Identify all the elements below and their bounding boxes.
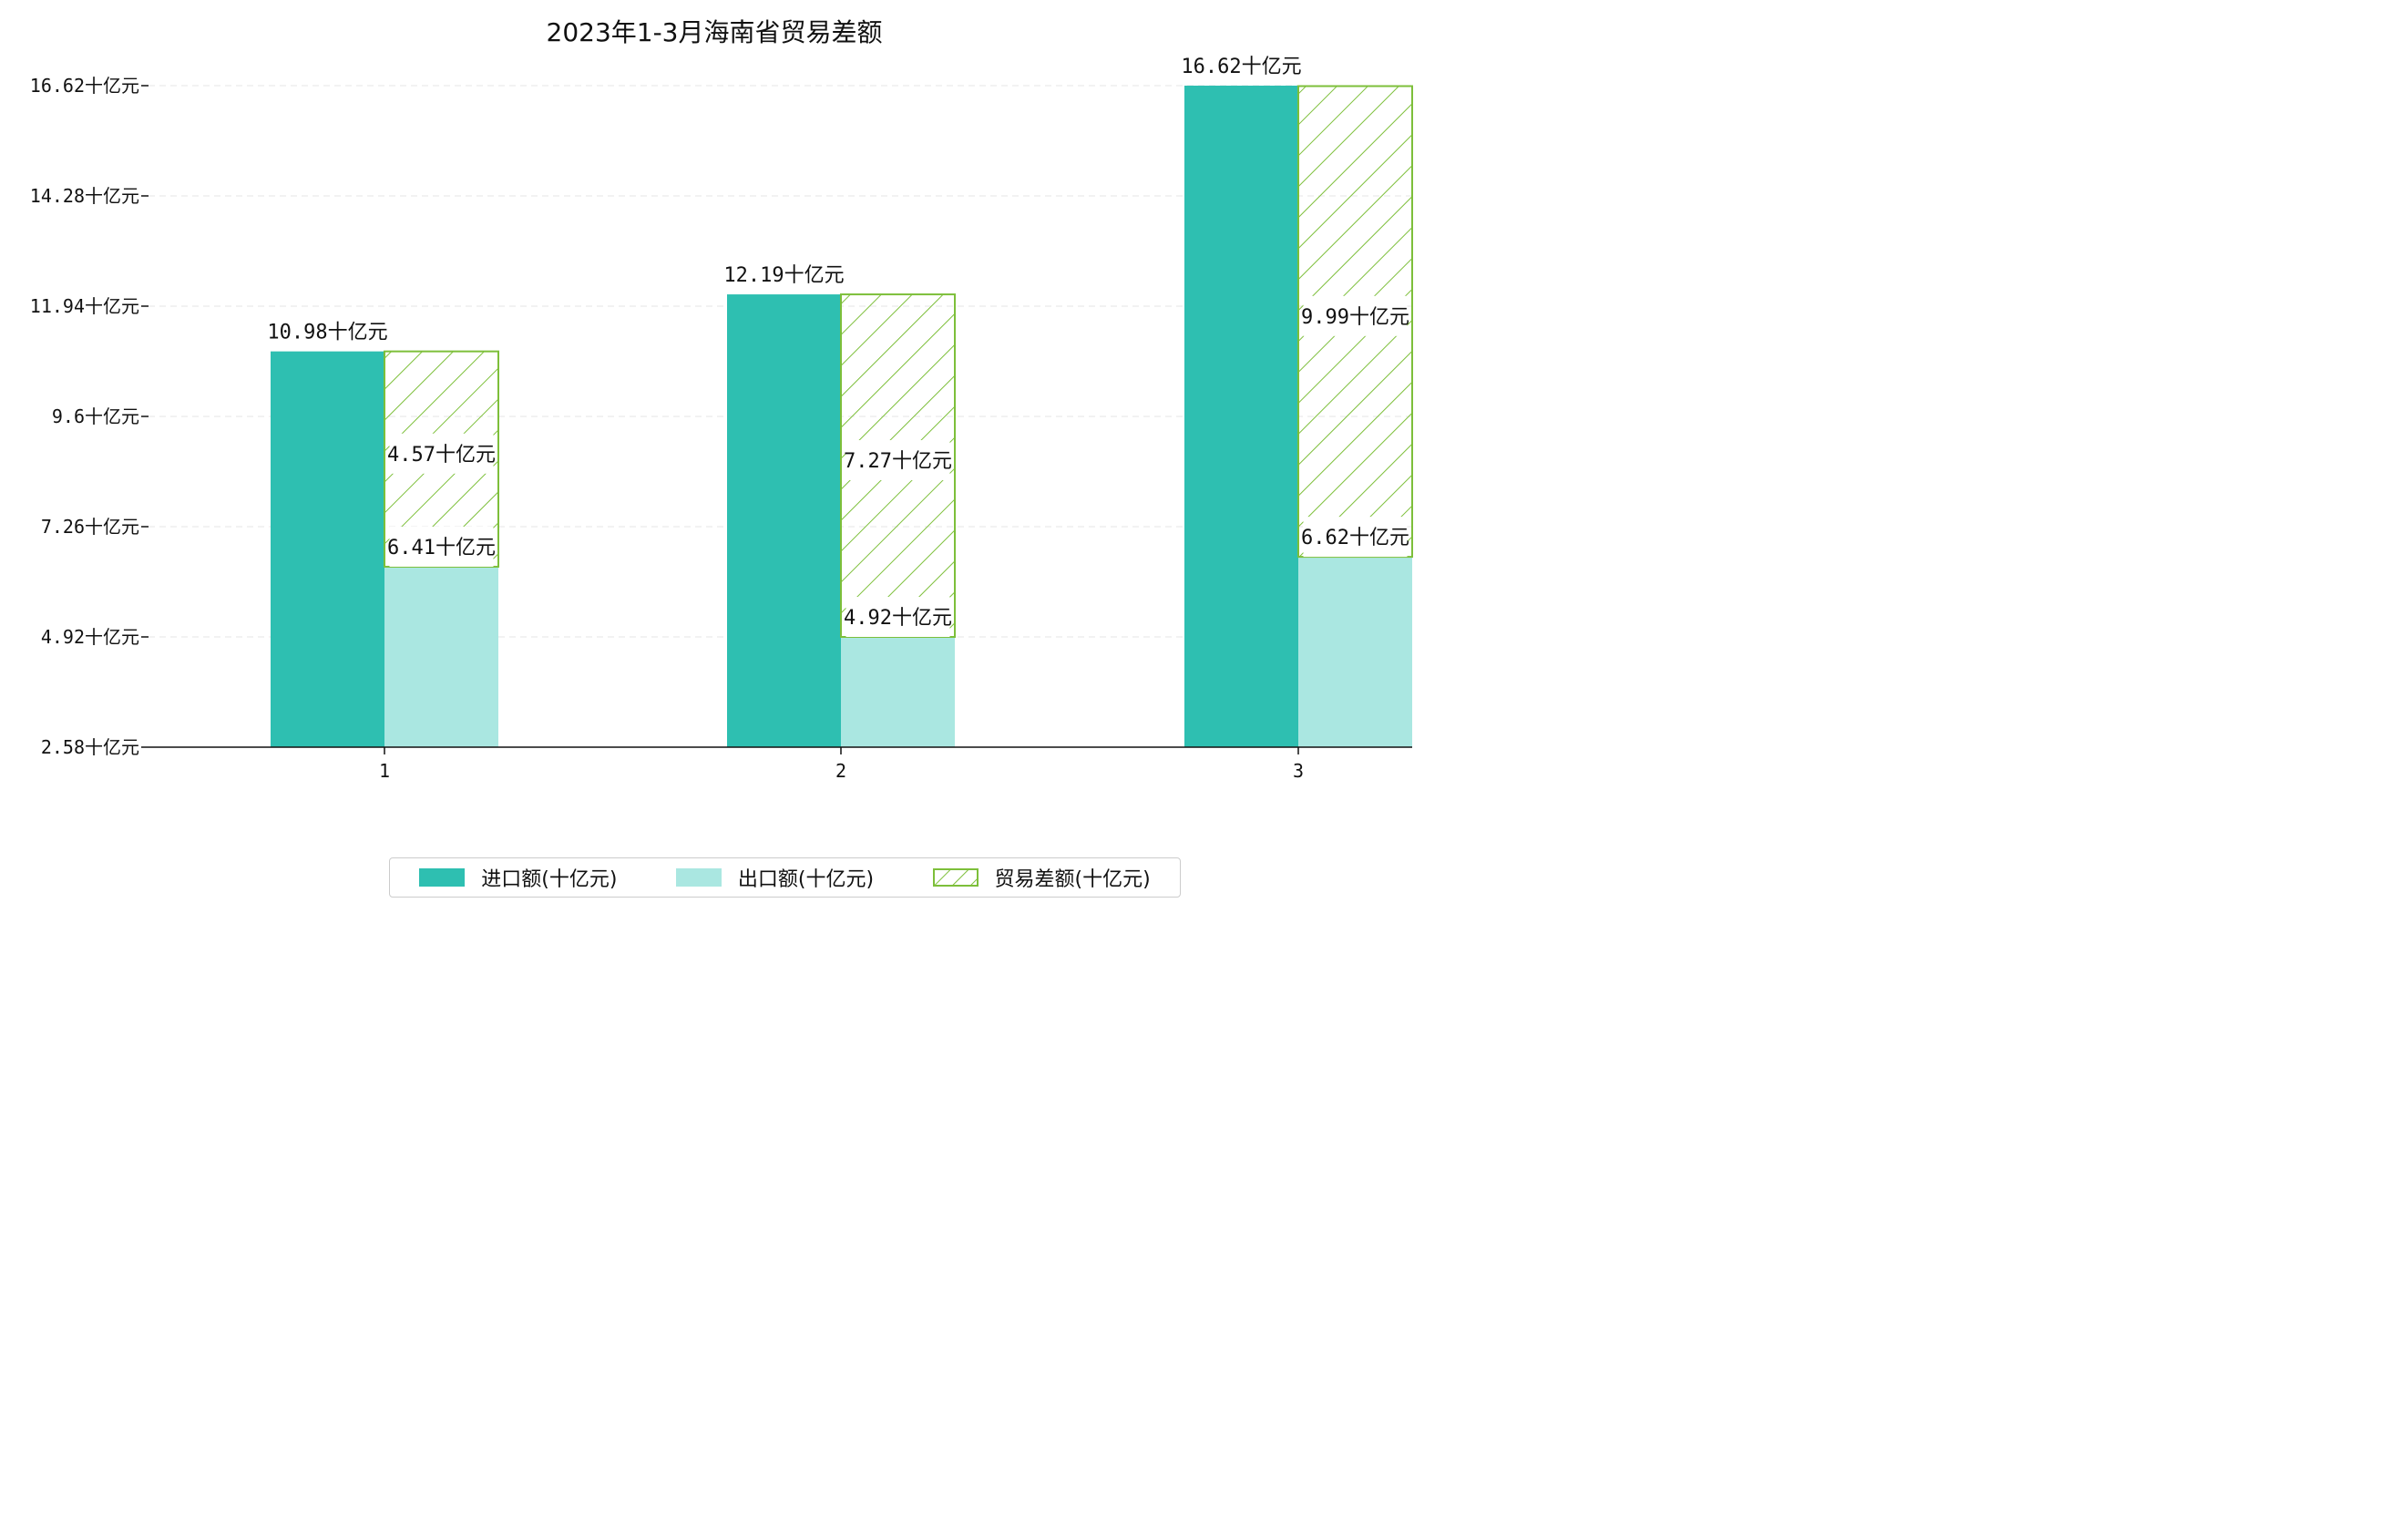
y-tick-label: 2.58十亿元: [41, 736, 139, 758]
legend-item-balance: 贸易差额(十亿元): [932, 863, 1151, 892]
legend-label-balance: 贸易差额(十亿元): [994, 868, 1151, 891]
data-label-export: 6.62十亿元: [1301, 517, 1409, 558]
data-label-export: 4.92十亿元: [844, 597, 952, 637]
legend: 进口额(十亿元) 出口额(十亿元) 贸易差额(十亿元): [389, 857, 1181, 898]
data-label-export-text: 6.62十亿元: [1301, 527, 1409, 549]
chart-title: 2023年1-3月海南省贸易差额: [546, 17, 883, 47]
data-label-import-text: 10.98十亿元: [267, 322, 387, 344]
data-labels: 10.98十亿元 6.41十亿元 4.57十亿元 12.19十亿元 4.92十亿元 7.2…: [267, 53, 1409, 637]
data-label-export-bg: [1303, 517, 1408, 558]
bar-export: [841, 637, 955, 747]
legend-swatch-balance: [932, 868, 979, 887]
legend-swatch-import: [419, 868, 466, 887]
x-tick-label: 3: [1293, 760, 1304, 782]
data-label-import: 12.19十亿元: [723, 262, 845, 290]
data-label-import: 10.98十亿元: [267, 318, 388, 346]
data-label-balance-bg: [1303, 295, 1408, 336]
x-tick-label: 1: [379, 760, 390, 782]
data-label-import-bg: [269, 318, 386, 346]
y-tick-label: 11.94十亿元: [30, 295, 139, 317]
data-label-balance-text: 9.99十亿元: [1301, 306, 1409, 329]
data-label-import-bg: [725, 262, 843, 290]
y-tick-label: 7.26十亿元: [41, 516, 139, 538]
data-label-balance-text: 4.57十亿元: [387, 444, 496, 467]
data-label-export-bg: [845, 597, 950, 637]
data-label-import-text: 12.19十亿元: [723, 264, 844, 287]
data-label-import-bg: [1183, 53, 1300, 80]
y-tick-label: 9.6十亿元: [52, 405, 139, 427]
bar-import: [271, 351, 384, 747]
y-tick-label: 14.28十亿元: [30, 185, 139, 207]
data-label-balance: 4.57十亿元: [387, 433, 496, 474]
bar-export: [1298, 557, 1412, 747]
data-label-export-text: 6.41十亿元: [387, 537, 496, 559]
y-tick-label: 16.62十亿元: [30, 75, 139, 97]
bars: [271, 85, 1413, 747]
y-tick-label: 4.92十亿元: [41, 626, 139, 648]
bar-import: [727, 294, 841, 747]
x-tick-label: 2: [835, 760, 846, 782]
bar-export: [384, 566, 498, 747]
legend-item-import: 进口额(十亿元): [419, 863, 617, 892]
chart-plot: 2.58十亿元 4.92十亿元 7.26十亿元 9.6十亿元 11.94十亿元 14.28…: [30, 53, 1413, 782]
legend-label-export: 出口额(十亿元): [737, 868, 875, 891]
bar-import: [1184, 86, 1298, 747]
data-label-balance: 7.27十亿元: [844, 440, 952, 481]
data-label-export-bg: [389, 526, 494, 567]
data-label-balance-bg: [389, 433, 494, 474]
axes: 2.58十亿元 4.92十亿元 7.26十亿元 9.6十亿元 11.94十亿元 14.28…: [30, 75, 1412, 782]
data-label-balance-text: 7.27十亿元: [844, 450, 952, 473]
data-label-export-text: 4.92十亿元: [844, 607, 952, 630]
legend-item-export: 出口额(十亿元): [675, 863, 875, 892]
data-label-balance-bg: [845, 440, 950, 481]
data-label-export: 6.41十亿元: [387, 526, 496, 567]
legend-label-import: 进口额(十亿元): [481, 868, 618, 891]
legend-swatch-export: [675, 868, 722, 887]
data-label-import-text: 16.62十亿元: [1181, 56, 1301, 78]
data-label-balance: 9.99十亿元: [1301, 295, 1409, 336]
data-label-import: 16.62十亿元: [1181, 53, 1302, 80]
